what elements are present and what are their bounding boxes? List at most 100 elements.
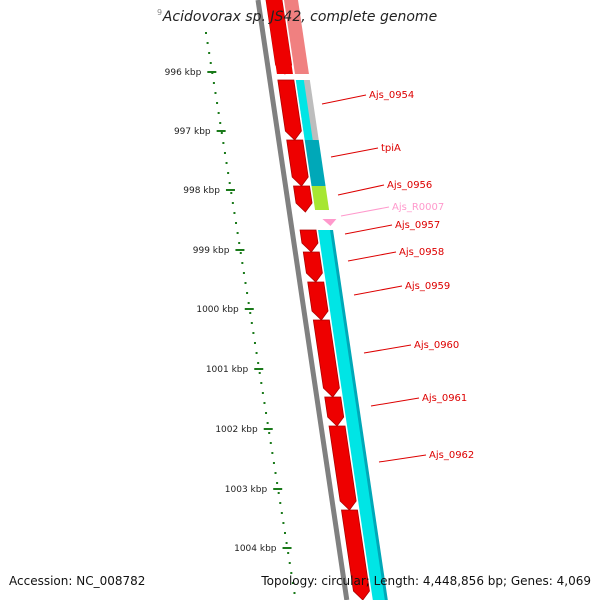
ruler-dot [280, 512, 283, 514]
ruler-dot [276, 482, 279, 484]
ruler-dot [208, 52, 211, 54]
gene-label-7: Ajs_0959 [405, 281, 450, 292]
gene-arrow-11 [341, 509, 370, 601]
ruler-dot [252, 332, 255, 334]
ruler-dot [271, 452, 274, 454]
cds-track-edge [330, 230, 388, 600]
ruler-dot [220, 132, 223, 134]
ruler-dot [260, 382, 263, 384]
ruler-dot [272, 462, 275, 464]
gene-leader-6 [347, 251, 397, 262]
ruler-dot [246, 292, 249, 294]
ruler-label-5: 1000 kbp [196, 305, 239, 315]
gene-arrow-4 [293, 185, 313, 213]
gene-arrow-6 [302, 251, 323, 283]
ruler-label-1: 996 kbp [165, 68, 202, 78]
ruler-dot [288, 562, 291, 564]
gene-label-9: Ajs_0961 [422, 393, 467, 404]
ruler-label-cut: 9 [157, 8, 163, 17]
ruler-dot [227, 172, 230, 174]
ruler-dot [222, 142, 225, 144]
ruler-dot [236, 232, 239, 234]
ruler-dot [258, 372, 261, 374]
ruler-dot [233, 212, 236, 214]
ruler-dot [228, 182, 231, 184]
ruler-dot [282, 522, 285, 524]
cds-block-1 [295, 80, 313, 140]
gene-arrow-8 [312, 319, 340, 398]
gene-arrow-5 [299, 229, 319, 253]
ruler-dot [285, 542, 288, 544]
gene-leader-10 [378, 454, 427, 463]
ruler-dot [269, 442, 272, 444]
ruler-label-7: 1002 kbp [215, 425, 258, 435]
gene-label-5: Ajs_0957 [395, 220, 440, 231]
ruler-dot [209, 62, 212, 64]
gene-arrow-7 [307, 281, 329, 321]
ruler-label-3: 998 kbp [183, 186, 220, 196]
ruler-label-4: 999 kbp [193, 246, 230, 256]
ruler-dot [230, 192, 233, 194]
ruler-dot [212, 82, 215, 84]
gene-arrow-3 [286, 139, 309, 187]
gene-leader-4 [340, 206, 390, 217]
ruler-label-6: 1001 kbp [206, 365, 249, 375]
ruler-dot [277, 492, 280, 494]
rna-marker [322, 219, 337, 226]
ruler-dot [253, 342, 256, 344]
ruler-dot [231, 202, 234, 204]
ruler-dot [290, 572, 293, 574]
gene-arrow-10 [328, 425, 357, 511]
ruler-dot [205, 32, 207, 34]
accession-text: Accession: NC_008782 [9, 574, 146, 588]
cds-block-2 [304, 140, 326, 186]
ruler-dot [238, 242, 241, 244]
gene-leader-9 [370, 397, 420, 407]
gene-label-1: Ajs_0954 [369, 90, 414, 101]
backbone-line [255, 0, 350, 601]
gene-leader-2 [330, 147, 379, 158]
gene-leader-7 [353, 285, 403, 296]
ruler-dot [293, 592, 296, 594]
cds-track [318, 230, 387, 600]
ruler-dot [219, 122, 222, 124]
ruler-dot [266, 422, 269, 424]
gene-label-6: Ajs_0958 [399, 247, 444, 258]
gene-label-2: tpiA [381, 143, 401, 154]
ruler-dot [244, 282, 247, 284]
ruler-dot [239, 252, 242, 254]
gene-leader-3 [337, 184, 385, 196]
gene-label-3: Ajs_0956 [387, 180, 432, 191]
ruler-label-2: 997 kbp [174, 127, 211, 137]
gene-arrow-top [266, 0, 293, 74]
gene-label-4: Ajs_R0007 [392, 202, 444, 213]
map-title: Acidovorax sp. JS42, complete genome [162, 9, 438, 25]
ruler-dot [249, 312, 252, 314]
ruler-dot [291, 582, 294, 584]
ruler-dot [257, 362, 260, 364]
pink-block [284, 0, 309, 74]
ruler-dot [284, 532, 286, 534]
ruler-dot [242, 272, 245, 274]
gene-leader-1 [321, 94, 367, 105]
ruler-dot [241, 262, 244, 264]
ruler-dot [261, 392, 264, 394]
gene-label-8: Ajs_0960 [414, 340, 459, 351]
gene-leader-8 [363, 344, 412, 354]
gene-leader-5 [344, 224, 393, 235]
ruler-dot [235, 222, 238, 224]
ruler-dot [214, 92, 217, 94]
ruler-dot [225, 162, 228, 164]
ruler-dot [279, 502, 282, 504]
gene-arrow-2 [277, 79, 302, 141]
ruler-label-8: 1003 kbp [225, 485, 268, 495]
ruler-dot [217, 112, 220, 114]
ruler-dot [247, 302, 250, 304]
ruler-dot [287, 552, 290, 554]
ruler-dot [223, 152, 226, 154]
ruler-dot [255, 352, 258, 354]
gene-label-10: Ajs_0962 [429, 450, 474, 461]
genome-summary-text: Topology: circular; Length: 4,448,856 bp… [261, 574, 591, 588]
